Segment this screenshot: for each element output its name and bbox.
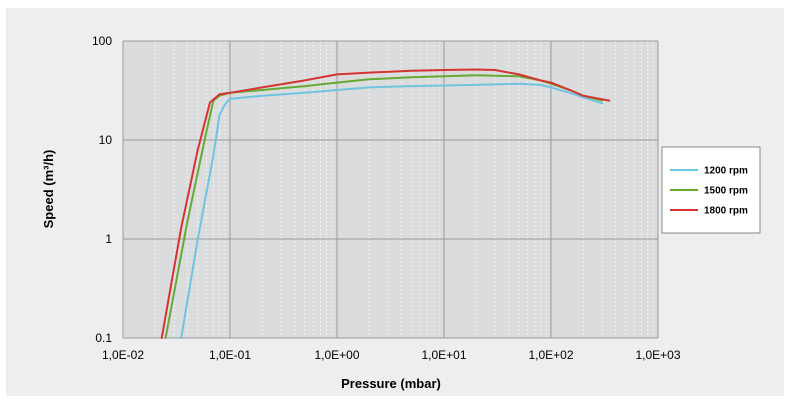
- x-tick-label: 1,0E-01: [209, 348, 251, 362]
- legend-label: 1800 rpm: [704, 206, 748, 217]
- y-tick-labels: 0.1 1 10 100: [92, 34, 112, 345]
- series-line-1200-rpm: [180, 82, 604, 339]
- x-tick-label: 1,0E+00: [314, 348, 359, 362]
- legend-label: 1200 rpm: [704, 166, 748, 177]
- legend: 1200 rpm 1500 rpm 1800 rpm: [661, 146, 761, 234]
- y-tick-label: 1: [105, 232, 112, 246]
- plot-area: [123, 41, 658, 338]
- legend-label: 1500 rpm: [704, 186, 748, 197]
- speed-pressure-chart: 1,0E-02 1,0E-01 1,0E+00 1,0E+01 1,0E+02 1,0E+…: [41, 34, 761, 391]
- x-tick-label: 1,0E+03: [635, 348, 680, 362]
- x-axis-title: Pressure (mbar): [341, 376, 441, 391]
- chart-panel: 1,0E-02 1,0E-01 1,0E+00 1,0E+01 1,0E+02 1,0E+…: [6, 8, 784, 396]
- series-lines: [160, 68, 611, 339]
- series-line-1800-rpm: [160, 68, 611, 339]
- y-tick-label: 100: [92, 34, 112, 48]
- y-tick-label: 0.1: [95, 331, 112, 345]
- minor-gridlines: [154, 41, 654, 338]
- x-tick-label: 1,0E+01: [421, 348, 466, 362]
- y-axis-title: Speed (m³/h): [41, 150, 56, 229]
- x-tick-labels: 1,0E-02 1,0E-01 1,0E+00 1,0E+01 1,0E+02 1,0E+…: [102, 348, 681, 362]
- y-tick-label: 10: [99, 133, 113, 147]
- x-tick-label: 1,0E+02: [528, 348, 573, 362]
- x-tick-label: 1,0E-02: [102, 348, 144, 362]
